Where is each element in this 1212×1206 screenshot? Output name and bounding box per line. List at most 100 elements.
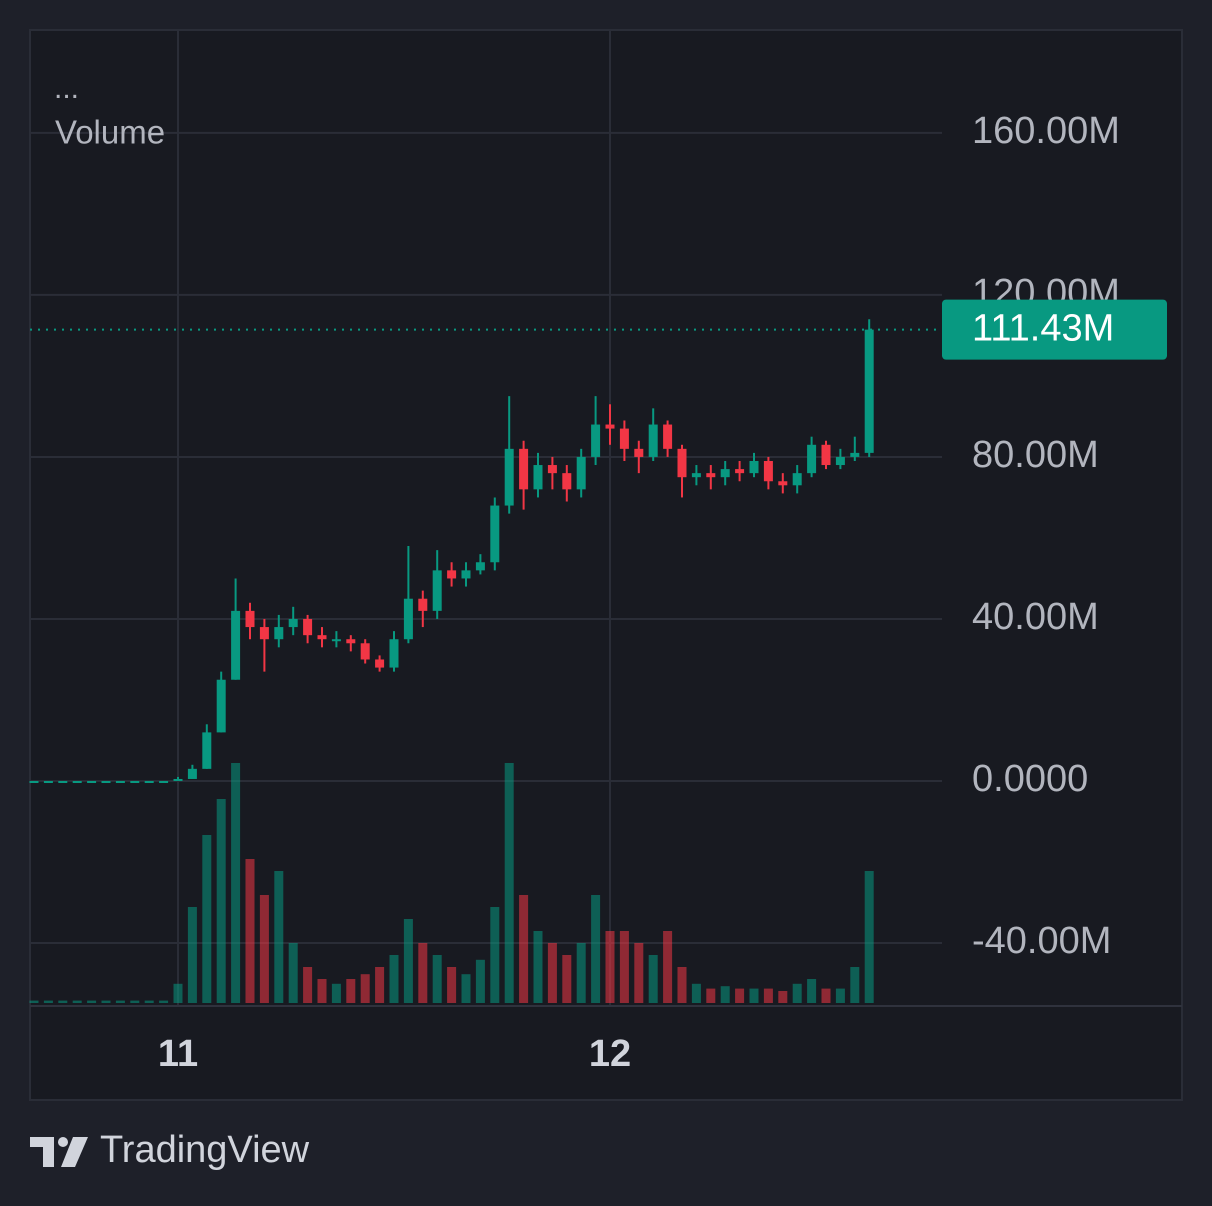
candle-body [648, 424, 658, 457]
volume-bar [101, 1000, 111, 1003]
candle-body [173, 778, 183, 781]
volume-bar [360, 974, 370, 1003]
volume-bar [490, 907, 500, 1003]
candle-body [835, 456, 845, 466]
y-tick-label: 0.0000 [972, 758, 1088, 800]
candle-body [850, 452, 860, 457]
volume-bar [115, 1000, 125, 1003]
candle-body [864, 329, 874, 453]
y-tick-label: -40.00M [972, 920, 1111, 962]
volume-bar [303, 967, 313, 1003]
candle-body [303, 618, 313, 636]
volume-bar [850, 967, 860, 1003]
volume-bar [663, 931, 673, 1003]
candle-body [389, 639, 399, 668]
candle-body [29, 780, 39, 783]
candle-body [115, 780, 125, 783]
volume-bar [187, 907, 197, 1003]
volume-bar [130, 1000, 140, 1003]
volume-bar [576, 943, 586, 1003]
candle-body [432, 570, 442, 611]
volume-bar [619, 931, 629, 1003]
volume-bar [346, 979, 356, 1003]
volume-bar [375, 967, 385, 1003]
candle-body [216, 679, 226, 733]
candle-body [619, 428, 629, 449]
candle-body [663, 424, 673, 449]
candle-body [533, 465, 543, 490]
candle-body [317, 635, 327, 640]
candle-body [202, 732, 212, 769]
candle-body [735, 469, 745, 474]
candle-body [331, 639, 341, 642]
candle-body [274, 627, 284, 640]
volume-bar [547, 943, 557, 1003]
candle-body [58, 780, 68, 783]
volume-bar [58, 1000, 68, 1003]
brand-name: TradingView [100, 1129, 310, 1171]
candle-body [720, 469, 730, 478]
candle-body [821, 444, 831, 466]
volume-bar [432, 955, 442, 1003]
volume-bar [389, 955, 399, 1003]
candle-body [461, 570, 471, 579]
candle-body [187, 768, 197, 779]
candle-body [360, 643, 370, 660]
candle-body [807, 444, 817, 474]
volume-bar [677, 967, 687, 1003]
candle-body [706, 473, 716, 478]
volume-bar [231, 763, 241, 1003]
candle-body [778, 481, 788, 486]
candle-body [403, 598, 413, 640]
candle-body [101, 780, 111, 783]
x-tick-label: 12 [589, 1033, 631, 1075]
candle-body [634, 448, 644, 457]
volume-bar [245, 859, 255, 1003]
candle-body [418, 598, 428, 611]
candle-body [447, 570, 457, 579]
candle-body [346, 639, 356, 644]
volume-bar [418, 943, 428, 1003]
candle-body [159, 780, 169, 783]
volume-bar [288, 943, 298, 1003]
candle-body [547, 465, 557, 474]
candles [29, 319, 874, 783]
volume-bar [720, 986, 730, 1003]
last-price-label: 111.43M [972, 308, 1114, 350]
volume-bar [864, 871, 874, 1003]
candle-body [677, 448, 687, 478]
legend-dots[interactable]: ... [54, 72, 79, 105]
volume-bar [706, 988, 716, 1003]
candle-body [792, 473, 802, 486]
volume-bar [475, 959, 485, 1003]
volume-bar [461, 974, 471, 1003]
axes: -40.00M0.000040.00M80.00M120.00M160.00M1… [30, 110, 1167, 1075]
volume-bars [29, 763, 874, 1003]
candle-body [375, 659, 385, 668]
candle-body [231, 610, 241, 680]
candle-body [504, 448, 514, 506]
grid [30, 30, 942, 1005]
candle-body [72, 780, 82, 783]
volume-bar [29, 1000, 39, 1003]
volume-bar [144, 1000, 154, 1003]
y-tick-label: 160.00M [972, 110, 1120, 152]
candle-body [87, 780, 97, 783]
candle-body [562, 473, 572, 490]
candle-body [763, 460, 773, 482]
volume-bar [259, 895, 269, 1003]
candle-body [43, 780, 53, 783]
volume-bar [519, 895, 529, 1003]
volume-bar [202, 835, 212, 1003]
volume-bar [331, 983, 341, 1003]
candle-body [490, 505, 500, 563]
volume-bar [562, 955, 572, 1003]
volume-bar [821, 988, 831, 1003]
volume-bar [634, 943, 644, 1003]
volume-bar [807, 979, 817, 1003]
volume-bar [533, 931, 543, 1003]
volume-bar [605, 931, 615, 1003]
candle-body [519, 448, 529, 490]
candle-body [605, 424, 615, 429]
